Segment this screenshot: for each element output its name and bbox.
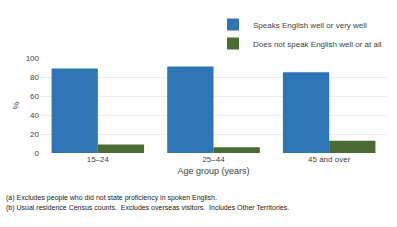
svg-text:Does not speak English well or: Does not speak English well or at all	[253, 40, 382, 49]
svg-text:20: 20	[30, 130, 39, 139]
svg-text:100: 100	[26, 54, 40, 63]
svg-text:%: %	[11, 101, 21, 109]
svg-text:45 and over: 45 and over	[308, 155, 351, 164]
svg-text:80: 80	[30, 73, 39, 82]
svg-text:Speaks English well or very we: Speaks English well or very well	[253, 21, 367, 30]
svg-text:0: 0	[35, 149, 40, 158]
svg-text:60: 60	[30, 92, 39, 101]
svg-text:15–24: 15–24	[87, 155, 110, 164]
svg-text:25–44: 25–44	[202, 155, 225, 164]
svg-text:(b) Usual residence Census cou: (b) Usual residence Census counts. Exclu…	[6, 204, 289, 212]
svg-text:(a) Excludes people who did no: (a) Excludes people who did not state pr…	[6, 194, 217, 202]
svg-text:40: 40	[30, 111, 39, 120]
svg-text:Age group (years): Age group (years)	[177, 166, 249, 176]
